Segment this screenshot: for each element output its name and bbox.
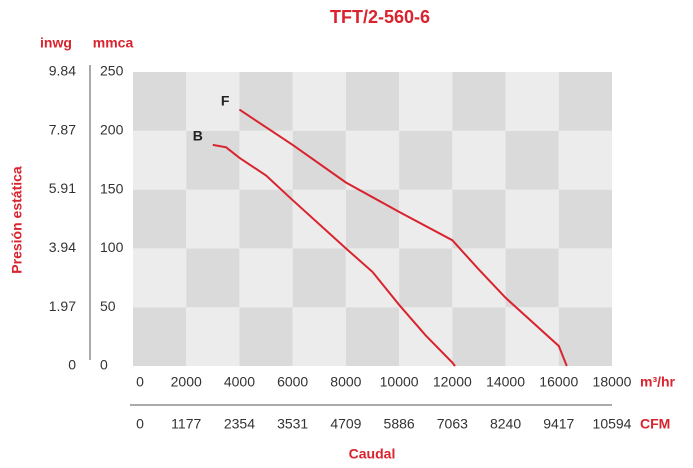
x-tick-label: 8000 [330, 374, 361, 390]
x2-tick-label: 0 [136, 416, 144, 432]
grid-cell [292, 72, 346, 131]
x-axis-title: Caudal [349, 446, 396, 462]
grid-cell [239, 72, 293, 131]
grid-cell [186, 248, 240, 308]
grid-cell [452, 248, 506, 308]
grid-cell [292, 248, 346, 308]
plot-background [133, 72, 612, 366]
grid-cell [558, 130, 612, 190]
grid-cell [292, 189, 346, 249]
x2-tick-label: 5886 [384, 416, 415, 432]
grid-cell [505, 307, 559, 366]
x-tick-label: 12000 [433, 374, 472, 390]
x-tick-label: 16000 [539, 374, 578, 390]
curve [238, 108, 568, 367]
grid-cell [399, 130, 453, 190]
grid-cell [345, 130, 400, 190]
grid-cell [345, 189, 400, 249]
x2-tick-label: 7063 [437, 416, 468, 432]
grid-cell [505, 72, 559, 131]
grid-cell [239, 248, 293, 308]
grid-cell [133, 130, 187, 190]
y2-tick-label: 5.91 [49, 180, 76, 196]
curve-label: B [193, 128, 203, 144]
y2-tick-label: 0 [68, 357, 76, 373]
x2-tick-label: 3531 [277, 416, 308, 432]
grid-cell [133, 72, 187, 131]
x2-axis-unit: CFM [640, 416, 670, 432]
y-tick-label: 250 [100, 63, 124, 79]
x-axis-unit: m³/hr [640, 374, 676, 390]
chart-title: TFT/2-560-6 [330, 7, 430, 27]
grid-cell [558, 72, 612, 131]
grid-cell [186, 307, 240, 366]
grid-cell [133, 307, 187, 366]
grid-cell [239, 189, 293, 249]
grid-cell [558, 248, 612, 308]
grid-cell [345, 248, 400, 308]
grid-cell [133, 248, 187, 308]
grid-cell [452, 72, 506, 131]
grid-cell [399, 72, 453, 131]
grid-cell [399, 248, 453, 308]
grid-cell [505, 248, 559, 308]
grid-cell [452, 307, 506, 366]
grid-cell [452, 130, 506, 190]
x2-tick-label: 8240 [490, 416, 521, 432]
curve [212, 143, 456, 367]
x-tick-label: 18000 [593, 374, 632, 390]
y2-tick-label: 3.94 [49, 239, 76, 255]
grid-cell [133, 189, 187, 249]
grid-cell [505, 189, 559, 249]
grid-cell [452, 189, 506, 249]
x2-tick-label: 4709 [330, 416, 361, 432]
y2-tick-label: 7.87 [49, 122, 76, 138]
grid-cell [292, 130, 346, 190]
y2-tick-label: 1.97 [49, 298, 76, 314]
x-tick-label: 6000 [277, 374, 308, 390]
grid-cell [186, 72, 240, 131]
y2-axis-unit: inwg [40, 35, 72, 51]
x-tick-label: 0 [136, 374, 144, 390]
y-tick-label: 150 [100, 180, 124, 196]
grid-cell [345, 307, 400, 366]
grid-cell [292, 307, 346, 366]
x-tick-label: 14000 [486, 374, 525, 390]
x-tick-label: 2000 [171, 374, 202, 390]
grid-cell [558, 189, 612, 249]
grid-cell [239, 130, 293, 190]
grid-cell [505, 130, 559, 190]
y-tick-label: 100 [100, 239, 124, 255]
grid-cell [186, 189, 240, 249]
grid-cell [186, 130, 240, 190]
y-tick-label: 50 [100, 298, 116, 314]
y-tick-label: 200 [100, 122, 124, 138]
grid-cell [345, 72, 400, 131]
x2-tick-label: 2354 [224, 416, 255, 432]
y2-tick-label: 9.84 [49, 63, 76, 79]
y-tick-label: 0 [100, 357, 108, 373]
x-tick-label: 10000 [380, 374, 419, 390]
x-tick-label: 4000 [224, 374, 255, 390]
x2-tick-label: 9417 [543, 416, 574, 432]
curve-label: F [221, 92, 230, 108]
y-axis-unit: mmca [93, 35, 134, 51]
x2-tick-label: 10594 [593, 416, 632, 432]
grid-cell [399, 189, 453, 249]
y-axis-title: Presión estática [9, 166, 25, 274]
grid-cell [239, 307, 293, 366]
x2-tick-label: 1177 [171, 416, 201, 432]
grid-cell [558, 307, 612, 366]
